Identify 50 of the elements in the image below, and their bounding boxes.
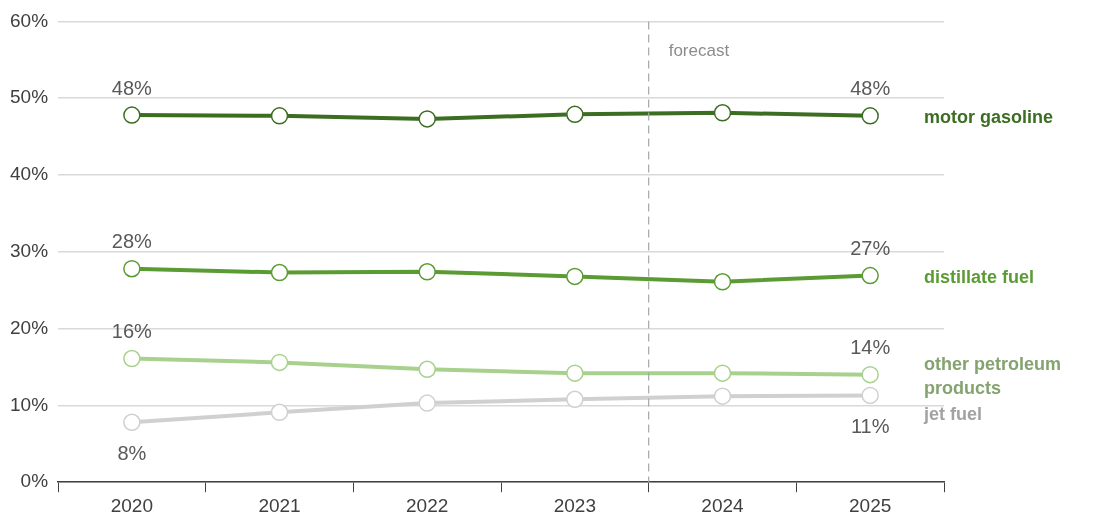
data-label: 14% [850, 336, 891, 359]
point [123, 349, 141, 368]
x-tick-label: 2021 [258, 494, 301, 516]
y-tick-label: 0% [20, 470, 49, 492]
y-tick-label: 10% [10, 393, 49, 415]
point [270, 403, 289, 422]
point [418, 263, 436, 281]
text: other petroleum products [924, 353, 1062, 398]
y-tick-label: 50% [10, 86, 49, 108]
ref-line-label: forecast [668, 41, 730, 61]
y-tick-label: 60% [10, 9, 49, 31]
point [713, 387, 732, 405]
text: motor gasoline [924, 106, 1054, 127]
data-label: 27% [850, 237, 891, 260]
point [123, 106, 141, 124]
data-label: 48% [850, 77, 891, 100]
text: distillate fuel [924, 266, 1035, 287]
data-label: 11% [850, 414, 890, 437]
data-label: 28% [111, 230, 153, 253]
point [861, 365, 879, 384]
point [418, 110, 436, 128]
x-tick-label: 2024 [701, 494, 745, 516]
point [418, 394, 436, 412]
point [270, 107, 289, 125]
point [418, 360, 436, 379]
point [861, 266, 879, 285]
y-tick-label: 30% [10, 240, 49, 262]
y-tick-label: 20% [10, 316, 49, 338]
data-label: 48% [111, 76, 153, 99]
point [861, 386, 879, 405]
text: jet fuel [923, 403, 983, 424]
data-label: 8% [117, 441, 147, 464]
point [566, 364, 584, 382]
point [123, 259, 141, 278]
point [861, 107, 879, 125]
point [566, 267, 584, 286]
x-tick-label: 2023 [553, 494, 596, 516]
point [566, 390, 584, 409]
data-label: 16% [111, 320, 153, 343]
x-tick-label: 2022 [406, 494, 449, 516]
point [566, 105, 584, 124]
point [713, 104, 732, 122]
point [713, 364, 732, 382]
x-tick-label: 2025 [849, 494, 892, 516]
point [270, 263, 289, 282]
point [713, 273, 732, 291]
y-tick-label: 40% [10, 163, 49, 185]
point [270, 353, 289, 372]
x-tick-label: 2020 [110, 494, 153, 516]
point [123, 413, 141, 432]
